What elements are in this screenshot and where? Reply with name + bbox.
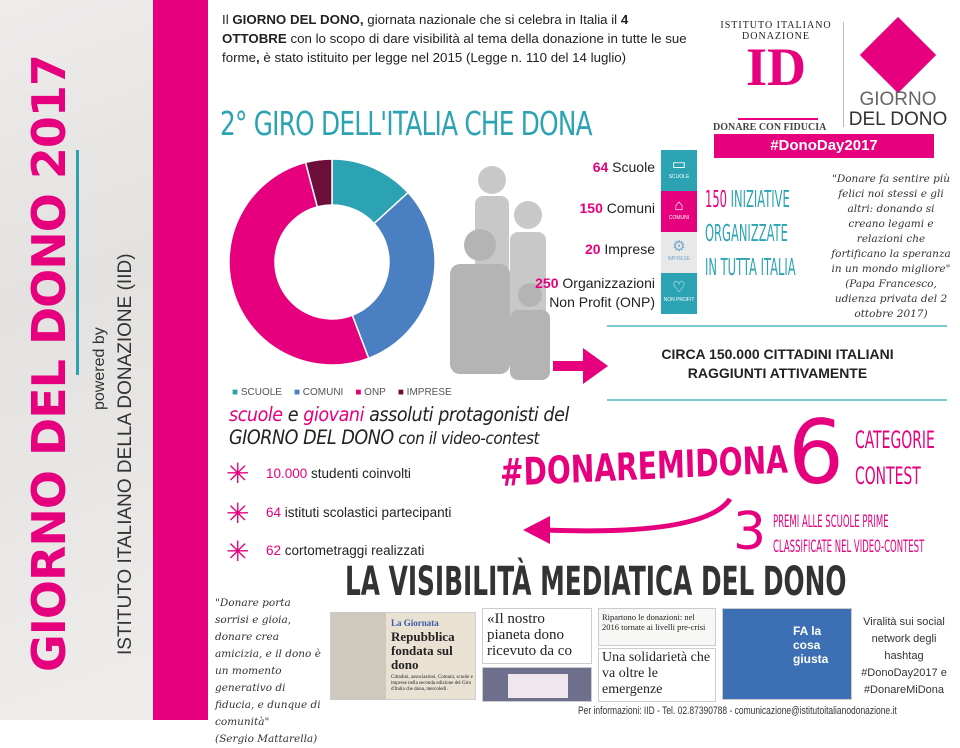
legend-item-scuole: ■ SCUOLE bbox=[232, 387, 282, 398]
people-icon bbox=[450, 166, 550, 380]
prizes-label: PREMI ALLE SCUOLE PRIME CLASSIFICATE NEL … bbox=[773, 512, 925, 557]
asterisk-icon: ✳ bbox=[226, 536, 250, 567]
categories-count: 6 bbox=[788, 401, 844, 504]
book-icon: ▭ SCUOLE bbox=[661, 150, 697, 191]
donut-slice-onp bbox=[228, 161, 370, 366]
section-heading: 2° GIRO DELL'ITALIA CHE DONA bbox=[220, 104, 593, 143]
stat-imprese: 20 Imprese bbox=[584, 241, 655, 257]
citizens-reached: CIRCA 150.000 CITTADINI ITALIANI RAGGIUNT… bbox=[661, 346, 894, 381]
gears-icon: ⚙ IMPRESE bbox=[661, 232, 697, 273]
divider bbox=[76, 150, 79, 375]
mattarella-quote: "Donare porta sorrisi e gioia, donare cr… bbox=[215, 597, 321, 745]
building-icon: ⌂ COMUNI bbox=[661, 191, 697, 232]
media-title: LA VISIBILITÀ MEDIATICA DEL DONO bbox=[345, 559, 847, 605]
logos: ISTITUTO ITALIANO DONAZIONE ID DONARE CO… bbox=[708, 12, 948, 158]
item-schools: 64 istituti scolastici partecipanti bbox=[266, 505, 452, 520]
iid-tagline: DONARE CON FIDUCIA bbox=[713, 122, 827, 133]
legend-item-comuni: ■ COMUNI bbox=[293, 387, 344, 398]
virality-text: Viralità sui social network degli hashta… bbox=[861, 616, 947, 696]
asterisk-icon: ✳ bbox=[226, 458, 250, 489]
logo-separator bbox=[843, 22, 844, 127]
categories-label: CATEGORIE CONTEST bbox=[855, 426, 935, 490]
donut-slice-imprese bbox=[304, 158, 333, 208]
asterisk-icon: ✳ bbox=[226, 498, 250, 529]
arrow-right-icon bbox=[553, 348, 608, 384]
legend-item-imprese: ■ IMPRESE bbox=[397, 387, 452, 398]
tv-still: FA la cosa giusta bbox=[722, 608, 852, 700]
pope-quote: "Donare fa sentire più felici noi stessi… bbox=[831, 173, 951, 320]
logo-line bbox=[738, 118, 818, 120]
intro-text: Il GIORNO DEL DONO, giornata nazionale c… bbox=[222, 12, 687, 65]
iid-logo: ID bbox=[746, 37, 807, 97]
divider bbox=[607, 325, 947, 327]
chart-legend: ■ SCUOLE ■ COMUNI ■ ONP ■ IMPRESE bbox=[232, 387, 452, 398]
stat-comuni: 150 Comuni bbox=[579, 200, 656, 216]
stat-onp: 250 Organizzazioni Non Profit (ONP) bbox=[535, 275, 655, 310]
donut-slice-comuni bbox=[351, 191, 436, 360]
powered-by: powered by bbox=[91, 327, 108, 410]
item-students: 10.000 studenti coinvolti bbox=[266, 466, 411, 481]
side-title: GIORNO DEL DONO 2017 bbox=[22, 55, 76, 672]
press-clip: Una solidarietà che va oltre le emergenz… bbox=[598, 648, 716, 702]
divider bbox=[607, 399, 947, 401]
press-clip: «Il nostro pianeta dono ricevuto da co bbox=[482, 608, 592, 664]
tv-still bbox=[482, 667, 592, 702]
hashtag-banner: #DonoDay2017 bbox=[714, 134, 934, 158]
iid-logo-arc: ISTITUTO ITALIANO DONAZIONE bbox=[720, 20, 832, 42]
prizes-count: 3 bbox=[733, 502, 767, 562]
donut-chart bbox=[228, 158, 436, 366]
item-shorts: 62 cortometraggi realizzati bbox=[266, 543, 425, 558]
org-name: ISTITUTO ITALIANO DELLA DONAZIONE (IID) bbox=[115, 253, 136, 655]
gdd-logo-text: GIORNO DEL DONO bbox=[848, 89, 948, 130]
magenta-bar bbox=[153, 0, 208, 720]
gdd-diamond-icon bbox=[859, 16, 937, 94]
legend-item-onp: ■ ONP bbox=[355, 387, 386, 398]
press-clip: La Giornata Repubblica fondata sul dono … bbox=[330, 612, 476, 700]
side-panel: GIORNO DEL DONO 2017 powered by ISTITUTO… bbox=[0, 0, 153, 720]
footer-contact: Per informazioni: IID - Tel. 02.87390788… bbox=[578, 705, 897, 717]
press-clip: Ripartono le donazioni: nel 2016 tornate… bbox=[598, 608, 716, 646]
heart-icon: ♡ NON PROFIT bbox=[661, 273, 697, 314]
schools-headline: scuole e giovani assoluti protagonisti d… bbox=[229, 403, 569, 449]
initiatives-text: 150 INIZIATIVE ORGANIZZATE IN TUTTA ITALI… bbox=[705, 187, 796, 281]
curved-arrow-icon bbox=[523, 497, 733, 544]
stat-scuole: 64 Scuole bbox=[592, 159, 655, 175]
